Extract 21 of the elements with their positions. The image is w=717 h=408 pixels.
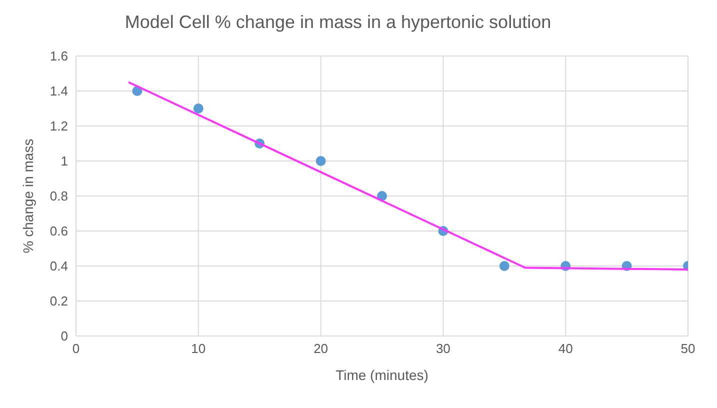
y-tick-label: 1.2 xyxy=(50,118,68,134)
y-tick-label: 0.8 xyxy=(50,188,68,204)
x-tick-label: 10 xyxy=(191,341,206,356)
x-tick-label: 40 xyxy=(558,341,573,356)
point xyxy=(499,261,510,271)
y-tick-label: 1.6 xyxy=(50,48,68,64)
x-tick-label: 50 xyxy=(680,341,696,356)
y-tick-label: 0 xyxy=(60,328,68,344)
x-tick-label: 0 xyxy=(72,341,80,356)
x-axis-title: Time (minutes) xyxy=(336,367,428,383)
y-tick-label: 0.6 xyxy=(50,224,68,239)
point xyxy=(316,156,326,166)
y-tick-label: 0.4 xyxy=(50,258,68,274)
y-tick-label: 1 xyxy=(60,154,68,169)
chart-title: Model Cell % change in mass in a hypertonic solution xyxy=(124,11,552,34)
x-tick-label: 20 xyxy=(314,341,328,356)
y-tick-label: 1.4 xyxy=(50,84,68,99)
point xyxy=(193,104,204,114)
y-tick-label: 0.2 xyxy=(50,294,68,309)
y-axis-title: % change in mass xyxy=(20,138,36,254)
x-tick-label: 30 xyxy=(436,341,450,356)
